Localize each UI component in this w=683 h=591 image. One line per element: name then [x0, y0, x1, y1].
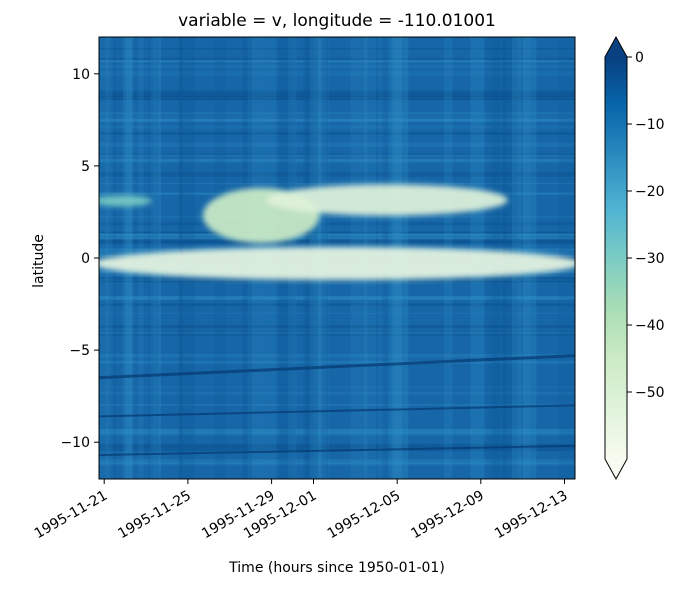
heatmap-streak — [99, 327, 575, 329]
heatmap-streak — [99, 47, 575, 50]
heatmap-streak — [99, 216, 575, 218]
y-tick-label: −10 — [60, 435, 90, 451]
plot-area — [98, 36, 576, 480]
x-tick-label: 1995-11-21 — [32, 488, 110, 543]
heatmap-streak — [99, 239, 575, 245]
heatmap-streak — [99, 111, 575, 113]
heatmap-streak — [99, 96, 575, 101]
y-tick-label: −5 — [69, 343, 90, 359]
y-axis-label: latitude — [31, 234, 47, 288]
heatmap-streak — [99, 462, 575, 466]
heatmap-streak — [99, 114, 575, 117]
heatmap-band — [99, 37, 110, 479]
heatmap-streak — [99, 443, 575, 448]
heatmap-feature — [99, 195, 152, 207]
heatmap-streak — [99, 112, 575, 118]
heatmap-features — [99, 184, 575, 281]
colorbar-tick-label: −20 — [635, 184, 665, 200]
heatmap-streak — [99, 183, 575, 185]
heatmap-streak — [99, 125, 575, 129]
heatmap-streak — [99, 59, 575, 63]
heatmap-streak — [99, 429, 575, 434]
heatmap-streak — [99, 154, 575, 160]
heatmap-ridge — [99, 354, 575, 380]
chart-title: variable = v, longitude = -110.01001 — [178, 11, 496, 31]
heatmap-streak — [99, 312, 575, 315]
heatmap-ridge — [99, 404, 575, 418]
colorbar-extend-min-arrow — [605, 459, 627, 479]
heatmap-streak — [99, 328, 575, 330]
heatmap-streak — [99, 353, 575, 358]
heatmap-streak — [99, 404, 575, 406]
heatmap-streak — [99, 93, 575, 98]
heatmap-streak — [99, 71, 575, 76]
colorbar-extend-max-arrow — [605, 37, 627, 57]
x-tick-label: 1995-12-13 — [492, 488, 570, 543]
x-axis: 1995-11-21 1995-11-25 1995-11-291995-12-01… — [32, 479, 571, 542]
heatmap-streak — [99, 386, 575, 388]
heatmap-streak — [99, 391, 575, 395]
heatmap-streak — [99, 172, 575, 177]
colorbar-tick-label: 0 — [635, 50, 644, 66]
heatmap-streak — [99, 153, 575, 156]
colorbar-outline — [604, 35, 628, 481]
heatmap-streak — [99, 142, 575, 147]
heatmap-streak — [99, 328, 575, 334]
heatmap-streak — [99, 90, 575, 94]
heatmap-streak — [99, 334, 575, 336]
heatmap-feature — [99, 246, 575, 281]
heatmap-streak — [99, 232, 575, 236]
colorbar-ticks: 0 −10 −20 −30 −40 −50 — [627, 50, 665, 401]
heatmap-streak — [99, 159, 575, 163]
y-tick-label: 10 — [72, 67, 90, 83]
heatmap-streak — [99, 58, 575, 61]
heatmap-streak — [99, 231, 575, 234]
heatmap-cells — [99, 37, 575, 479]
x-tick-label: 1995-12-09 — [408, 488, 486, 543]
colorbar-tick-label: −30 — [635, 251, 665, 267]
heatmap-streak — [99, 446, 575, 452]
colorbar: 0 −10 −20 −30 −40 −50 — [604, 35, 665, 481]
x-axis-label: Time (hours since 1950-01-01) — [228, 560, 445, 576]
heatmap-ridge — [99, 444, 575, 457]
heatmap-streak — [99, 461, 575, 465]
y-tick-label: 5 — [81, 159, 90, 175]
heatmap-streak — [99, 118, 575, 122]
colorbar-tick-label: −40 — [635, 318, 665, 334]
heatmap-streak — [99, 222, 575, 226]
heatmap-streak — [99, 432, 575, 436]
heatmap-streak — [99, 92, 575, 97]
heatmap-streak — [99, 277, 575, 283]
heatmap-streak — [99, 238, 575, 244]
heatmap-streak — [99, 295, 575, 299]
heatmap-streak — [99, 132, 575, 135]
heatmap-streak — [99, 238, 575, 242]
heatmap-feature — [265, 184, 508, 216]
colorbar-gradient — [605, 57, 627, 459]
y-tick-label: 0 — [81, 251, 90, 267]
heatmap-streak — [99, 303, 575, 307]
x-tick-label: 1995-11-25 — [115, 488, 193, 543]
heatmap-streak — [99, 297, 575, 301]
heatmap-streak — [99, 236, 575, 241]
heatmap-streak — [99, 156, 575, 161]
heatmap-streak — [99, 329, 575, 333]
heatmap-streak — [99, 65, 575, 68]
heatmap-streak — [99, 459, 575, 462]
colorbar-tick-label: −10 — [635, 117, 665, 133]
x-tick-label: 1995-12-05 — [325, 488, 403, 543]
y-axis: 10 5 0 −5 −10 — [60, 67, 99, 451]
heatmap-streak — [99, 325, 575, 328]
colorbar-tick-label: −50 — [635, 385, 665, 401]
heatmap-streak — [99, 360, 575, 364]
heatmap-streak — [99, 231, 575, 233]
